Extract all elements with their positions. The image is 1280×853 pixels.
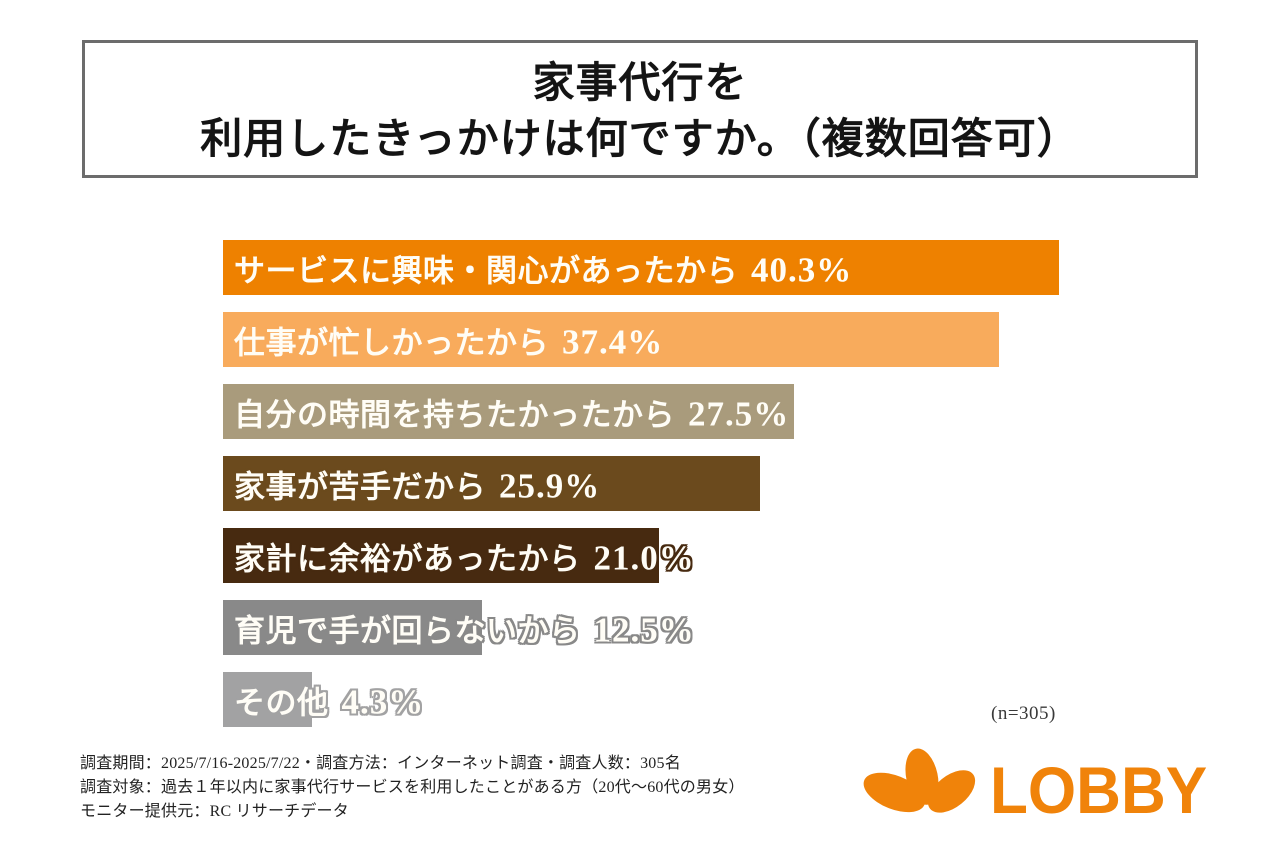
survey-footnotes: 調査期間：2025/7/16-2025/7/22・調査方法：インターネット調査・… [80, 752, 745, 824]
bar-label: 家計に余裕があったから 21.0% [234, 533, 695, 578]
bar-value-text: 37.4% [562, 322, 664, 361]
bar-label: その他 4.3% [234, 677, 424, 722]
bar-value-text: 12.5% [593, 610, 695, 649]
bar [223, 528, 659, 583]
bar [223, 312, 1000, 367]
bar-category-text: 仕事が忙しかったから [234, 325, 549, 360]
bar-category-text: 家事が苦手だから [234, 469, 486, 504]
bar-category-text: その他 [234, 685, 329, 720]
bar-category-text: 自分の時間を持ちたかったから [234, 397, 675, 432]
lobby-logo: LOBBY [856, 740, 1208, 830]
bar-label: 仕事が忙しかったから 37.4% [234, 317, 663, 362]
bar [223, 456, 761, 511]
bar-value-text: 40.3% [751, 250, 853, 289]
footnote-line: モニター提供元：RC リサーチデータ [80, 803, 349, 820]
bar-value-text: 27.5% [688, 394, 790, 433]
lobby-logo-text: LOBBY [990, 753, 1208, 827]
bar-category-text: 家計に余裕があったから [234, 541, 581, 576]
page-title-line2: 利用したきっかけは何ですか。（複数回答可） [200, 117, 1080, 163]
bar [223, 384, 794, 439]
bar [223, 240, 1060, 295]
bar-label: 家事が苦手だから 25.9% [234, 461, 600, 506]
bar-label: 自分の時間を持ちたかったから 27.5% [234, 389, 789, 434]
bar-value-text: 21.0% [593, 538, 695, 577]
bar-category-text: サービスに興味・関心があったから [234, 253, 738, 288]
bar [223, 600, 483, 655]
bar-value-text: 4.3% [341, 682, 425, 721]
page-title-line1: 家事代行を [532, 60, 748, 107]
bar-label: 育児で手が回らないから 12.5% [234, 605, 695, 650]
bar-label: サービスに興味・関心があったから 40.3% [234, 245, 852, 290]
bar [223, 672, 313, 727]
footnote-line: 調査期間：2025/7/16-2025/7/22・調査方法：インターネット調査・… [80, 755, 681, 772]
footnote-line: 調査対象：過去１年以内に家事代行サービスを利用したことがある方（20代〜60代の… [80, 779, 745, 796]
bar-value-text: 25.9% [499, 466, 601, 505]
lobby-petal-mark-icon [863, 748, 976, 813]
title-box: 家事代行を 利用したきっかけは何ですか。（複数回答可） [82, 40, 1198, 178]
sample-size-note: (n=305) [991, 703, 1056, 724]
bar-category-text: 育児で手が回らないから [234, 613, 581, 648]
